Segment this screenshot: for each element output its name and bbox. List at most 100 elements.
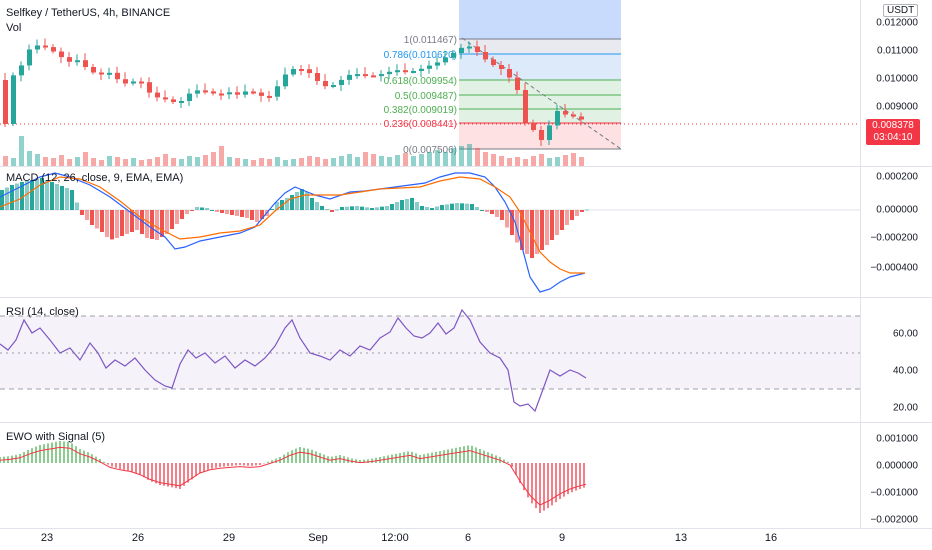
volume-bar bbox=[355, 157, 360, 166]
volume-bar bbox=[323, 159, 328, 166]
volume-bar bbox=[435, 150, 440, 166]
fib-level-label: 0.618(0.009954) bbox=[384, 76, 457, 87]
macd-histogram-bar bbox=[380, 206, 384, 210]
volume-bar bbox=[411, 156, 416, 166]
ewo-chart[interactable] bbox=[0, 423, 860, 528]
macd-histogram-bar bbox=[345, 206, 349, 210]
rsi-label: RSI (14, close) bbox=[6, 306, 79, 318]
macd-histogram-bar bbox=[490, 210, 494, 214]
macd-histogram-bar bbox=[200, 207, 204, 210]
volume-bar bbox=[507, 158, 512, 166]
candle bbox=[27, 49, 32, 66]
candle bbox=[523, 90, 528, 123]
volume-bar bbox=[371, 154, 376, 166]
currency-badge[interactable]: USDT bbox=[883, 4, 919, 17]
macd-histogram-bar bbox=[225, 210, 229, 214]
fib-extension-zone bbox=[459, 0, 621, 39]
macd-histogram-bar bbox=[85, 210, 89, 220]
time-label: 29 bbox=[222, 532, 236, 544]
candle bbox=[267, 95, 272, 98]
macd-histogram-bar bbox=[400, 200, 404, 210]
ewo-tick: 0.000000 bbox=[876, 460, 918, 472]
candle bbox=[283, 74, 288, 87]
candle bbox=[259, 92, 264, 96]
macd-histogram-bar bbox=[15, 183, 19, 210]
volume-bar bbox=[555, 157, 560, 166]
macd-histogram-bar bbox=[115, 210, 119, 238]
volume-bar bbox=[315, 157, 320, 166]
volume-bar bbox=[35, 154, 40, 166]
macd-histogram-bar bbox=[90, 210, 94, 225]
price-chart[interactable]: 1(0.011467) 0.786(0.010620) 0.618(0.009954… bbox=[0, 0, 860, 166]
candle bbox=[403, 70, 408, 73]
macd-histogram-bar bbox=[515, 210, 519, 243]
candle bbox=[427, 65, 432, 69]
fib-level-label: 0(0.007506) bbox=[403, 145, 457, 156]
macd-chart[interactable] bbox=[0, 167, 860, 297]
fib-level-label: 0.5(0.009487) bbox=[395, 91, 457, 102]
rsi-chart[interactable] bbox=[0, 298, 860, 422]
bar-countdown: 03:04:10 bbox=[873, 132, 913, 143]
volume-bar bbox=[99, 160, 104, 166]
price-axis[interactable] bbox=[860, 0, 932, 528]
volume-bar bbox=[379, 156, 384, 166]
candle bbox=[355, 74, 360, 77]
macd-histogram-bar bbox=[60, 186, 64, 210]
candle bbox=[139, 81, 144, 84]
candle bbox=[451, 53, 456, 58]
volume-bar bbox=[531, 156, 536, 166]
macd-histogram-bar bbox=[425, 207, 429, 210]
ewo-pane[interactable] bbox=[0, 423, 860, 528]
time-label: 23 bbox=[40, 532, 54, 544]
macd-histogram-bar bbox=[320, 206, 324, 210]
macd-histogram-bar bbox=[110, 210, 114, 240]
macd-histogram-bar bbox=[495, 210, 499, 217]
candle bbox=[75, 60, 80, 63]
rsi-pane[interactable] bbox=[0, 298, 860, 422]
macd-tick: −0.000400 bbox=[870, 262, 918, 274]
candle bbox=[251, 91, 256, 94]
volume-bar bbox=[243, 159, 248, 166]
macd-histogram-bar bbox=[205, 208, 209, 210]
macd-histogram-bar bbox=[335, 209, 339, 211]
macd-histogram-bar bbox=[545, 210, 549, 245]
macd-histogram-bar bbox=[170, 210, 174, 229]
volume-bar bbox=[195, 157, 200, 166]
fib-zone bbox=[459, 80, 621, 95]
volume-bar bbox=[419, 154, 424, 166]
macd-histogram-bar bbox=[415, 202, 419, 210]
candle bbox=[179, 101, 184, 103]
volume-bar bbox=[27, 151, 32, 166]
volume-bar bbox=[3, 156, 8, 166]
price-pane[interactable]: 1(0.011467) 0.786(0.010620) 0.618(0.009954… bbox=[0, 0, 860, 166]
fib-level-label: 1(0.011467) bbox=[404, 35, 457, 46]
candle bbox=[123, 79, 128, 84]
volume-bar bbox=[467, 144, 472, 166]
macd-histogram-bar bbox=[35, 179, 39, 210]
candle bbox=[323, 81, 328, 87]
volume-bar bbox=[43, 157, 48, 166]
macd-histogram-bar bbox=[155, 210, 159, 240]
volume-bar bbox=[443, 152, 448, 166]
fib-zone bbox=[459, 95, 621, 109]
macd-histogram-bar bbox=[250, 210, 254, 220]
candle bbox=[331, 85, 336, 87]
candle bbox=[555, 111, 560, 126]
candle bbox=[307, 69, 312, 73]
macd-histogram-bar bbox=[330, 210, 334, 212]
candle bbox=[531, 122, 536, 130]
volume-bar bbox=[403, 153, 408, 166]
macd-histogram-bar bbox=[140, 210, 144, 234]
volume-bar bbox=[59, 155, 64, 166]
rsi-tick: 60.00 bbox=[892, 328, 918, 340]
candle bbox=[579, 116, 584, 120]
macd-pane[interactable] bbox=[0, 167, 860, 297]
macd-histogram-bar bbox=[25, 181, 29, 210]
volume-bar bbox=[307, 156, 312, 166]
candle bbox=[467, 46, 472, 49]
last-price: 0.008378 bbox=[872, 120, 914, 131]
volume-bar bbox=[347, 154, 352, 166]
candle bbox=[99, 72, 104, 75]
price-tick: 0.009000 bbox=[876, 101, 918, 113]
macd-histogram-bar bbox=[580, 210, 584, 212]
